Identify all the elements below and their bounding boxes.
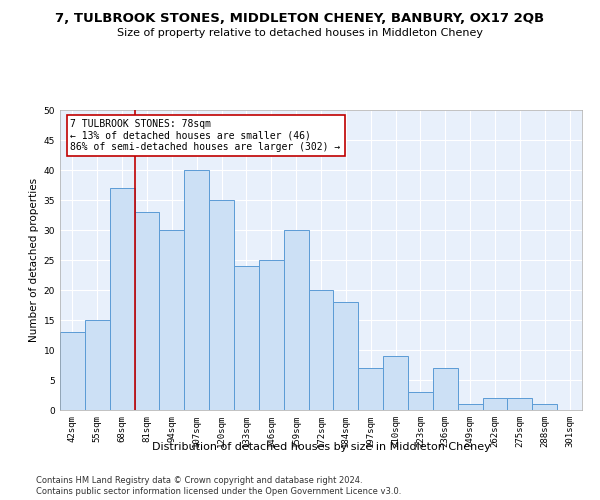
Bar [134, 212, 160, 410]
Bar [160, 230, 184, 410]
Bar [458, 404, 482, 410]
Bar [383, 356, 408, 410]
Text: 7, TULBROOK STONES, MIDDLETON CHENEY, BANBURY, OX17 2QB: 7, TULBROOK STONES, MIDDLETON CHENEY, BA… [55, 12, 545, 26]
Bar [234, 266, 259, 410]
Bar [184, 170, 209, 410]
Bar [284, 230, 308, 410]
Y-axis label: Number of detached properties: Number of detached properties [29, 178, 40, 342]
Text: Size of property relative to detached houses in Middleton Cheney: Size of property relative to detached ho… [117, 28, 483, 38]
Bar [482, 398, 508, 410]
Bar [85, 320, 110, 410]
Text: Contains public sector information licensed under the Open Government Licence v3: Contains public sector information licen… [36, 487, 401, 496]
Bar [60, 332, 85, 410]
Bar [209, 200, 234, 410]
Bar [259, 260, 284, 410]
Text: 7 TULBROOK STONES: 78sqm
← 13% of detached houses are smaller (46)
86% of semi-d: 7 TULBROOK STONES: 78sqm ← 13% of detach… [70, 119, 341, 152]
Bar [334, 302, 358, 410]
Bar [110, 188, 134, 410]
Bar [508, 398, 532, 410]
Bar [433, 368, 458, 410]
Bar [308, 290, 334, 410]
Text: Contains HM Land Registry data © Crown copyright and database right 2024.: Contains HM Land Registry data © Crown c… [36, 476, 362, 485]
Bar [532, 404, 557, 410]
Text: Distribution of detached houses by size in Middleton Cheney: Distribution of detached houses by size … [152, 442, 490, 452]
Bar [358, 368, 383, 410]
Bar [408, 392, 433, 410]
